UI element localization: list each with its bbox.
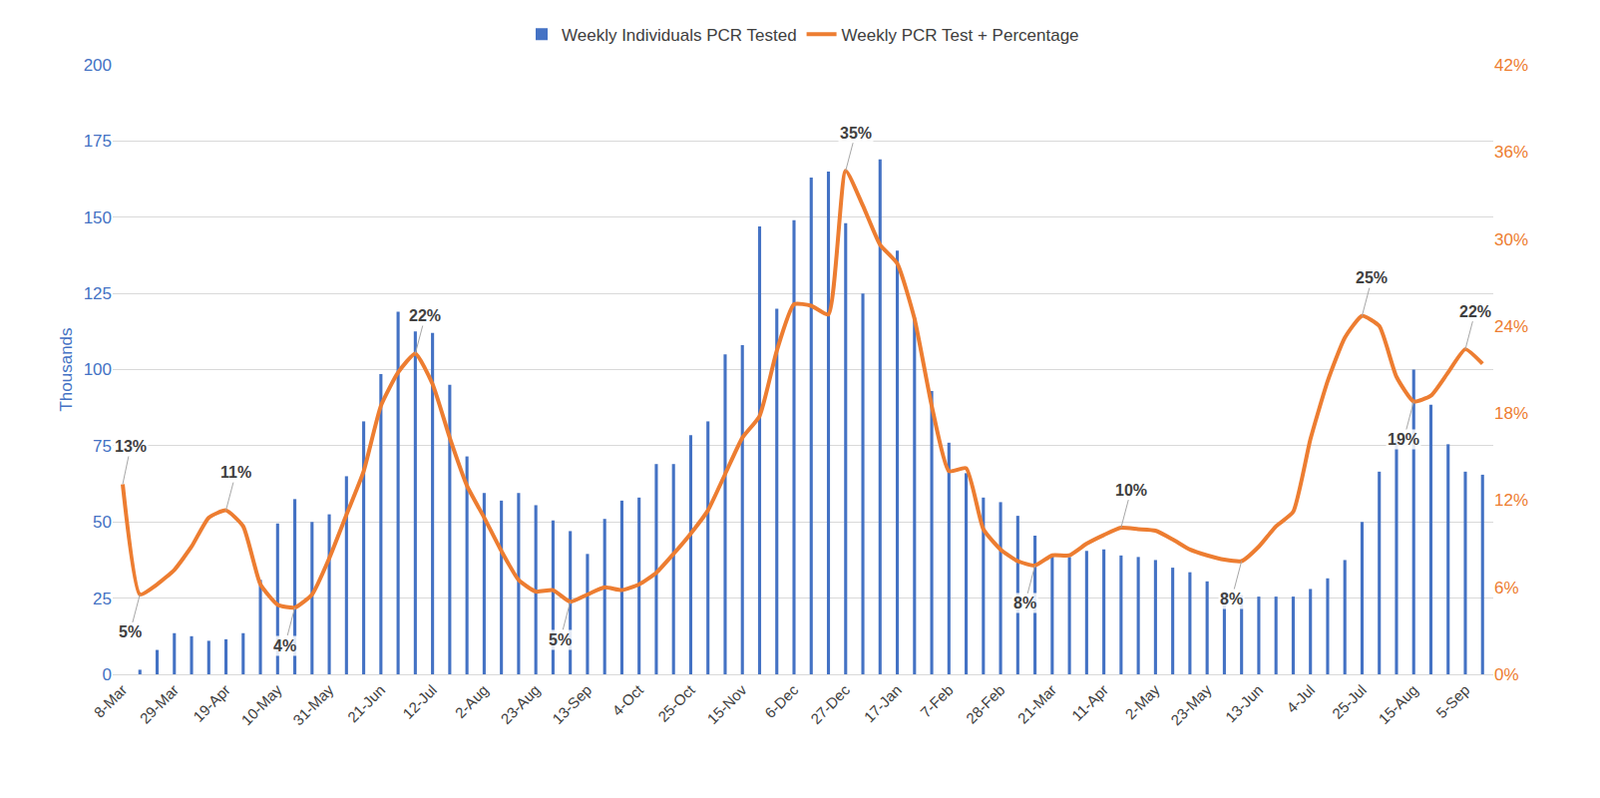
svg-text:15-Nov: 15-Nov [703, 681, 751, 729]
svg-text:50: 50 [92, 512, 112, 532]
svg-text:25: 25 [92, 589, 112, 609]
svg-text:13%: 13% [114, 437, 147, 455]
svg-text:35%: 35% [839, 124, 872, 142]
svg-text:4-Jul: 4-Jul [1282, 681, 1318, 717]
svg-text:4-Oct: 4-Oct [608, 680, 648, 720]
svg-text:30%: 30% [1494, 230, 1529, 250]
svg-text:5%: 5% [548, 631, 572, 649]
svg-text:6%: 6% [1494, 578, 1520, 598]
svg-text:0: 0 [102, 665, 112, 685]
svg-text:175: 175 [83, 131, 112, 151]
svg-text:29-Mar: 29-Mar [136, 681, 183, 728]
svg-text:15-Aug: 15-Aug [1374, 681, 1421, 728]
svg-text:25-Jul: 25-Jul [1328, 681, 1370, 723]
svg-text:11%: 11% [220, 463, 252, 481]
svg-text:6-Dec: 6-Dec [761, 681, 802, 723]
svg-text:10%: 10% [1115, 481, 1148, 499]
svg-text:150: 150 [83, 208, 112, 228]
svg-text:19%: 19% [1387, 430, 1420, 448]
svg-text:31-May: 31-May [289, 681, 338, 730]
svg-text:2-May: 2-May [1121, 681, 1164, 724]
svg-text:11-Apr: 11-Apr [1068, 681, 1112, 725]
svg-text:22%: 22% [1459, 303, 1492, 321]
svg-text:5-Sep: 5-Sep [1432, 681, 1473, 722]
svg-text:19-Apr: 19-Apr [189, 681, 234, 726]
svg-text:5%: 5% [118, 623, 142, 641]
svg-text:125: 125 [83, 284, 112, 304]
svg-text:0%: 0% [1494, 665, 1520, 685]
svg-text:75: 75 [92, 436, 112, 456]
svg-text:13-Sep: 13-Sep [548, 681, 595, 728]
svg-text:21-Mar: 21-Mar [1014, 681, 1061, 728]
svg-text:Weekly Individuals PCR Tested: Weekly Individuals PCR Tested [561, 25, 798, 45]
svg-text:Thousands: Thousands [56, 327, 76, 411]
svg-text:27-Dec: 27-Dec [806, 681, 854, 729]
svg-text:Weekly PCR Test + Percentage: Weekly PCR Test + Percentage [841, 25, 1080, 45]
svg-text:7-Feb: 7-Feb [916, 681, 957, 722]
svg-text:4%: 4% [273, 637, 297, 655]
svg-text:12%: 12% [1494, 490, 1529, 510]
svg-text:12-Jul: 12-Jul [399, 681, 440, 723]
svg-text:42%: 42% [1494, 55, 1529, 75]
svg-text:100: 100 [83, 360, 112, 380]
svg-text:8-Mar: 8-Mar [90, 681, 131, 722]
svg-text:8%: 8% [1219, 590, 1243, 608]
svg-text:25%: 25% [1355, 269, 1388, 287]
svg-text:13-Jun: 13-Jun [1221, 681, 1266, 726]
svg-text:17-Jan: 17-Jan [860, 681, 905, 726]
svg-text:28-Feb: 28-Feb [962, 681, 1009, 728]
svg-text:10-May: 10-May [237, 681, 286, 730]
svg-text:23-Aug: 23-Aug [496, 681, 543, 728]
svg-text:22%: 22% [408, 307, 441, 325]
svg-text:21-Jun: 21-Jun [344, 681, 389, 726]
svg-text:2-Aug: 2-Aug [450, 681, 491, 722]
svg-text:25-Oct: 25-Oct [654, 680, 699, 725]
svg-text:200: 200 [83, 55, 112, 75]
svg-text:8%: 8% [1013, 594, 1037, 612]
svg-text:36%: 36% [1494, 142, 1529, 162]
svg-text:24%: 24% [1494, 317, 1529, 337]
svg-text:23-May: 23-May [1167, 681, 1215, 730]
svg-text:18%: 18% [1494, 403, 1529, 423]
